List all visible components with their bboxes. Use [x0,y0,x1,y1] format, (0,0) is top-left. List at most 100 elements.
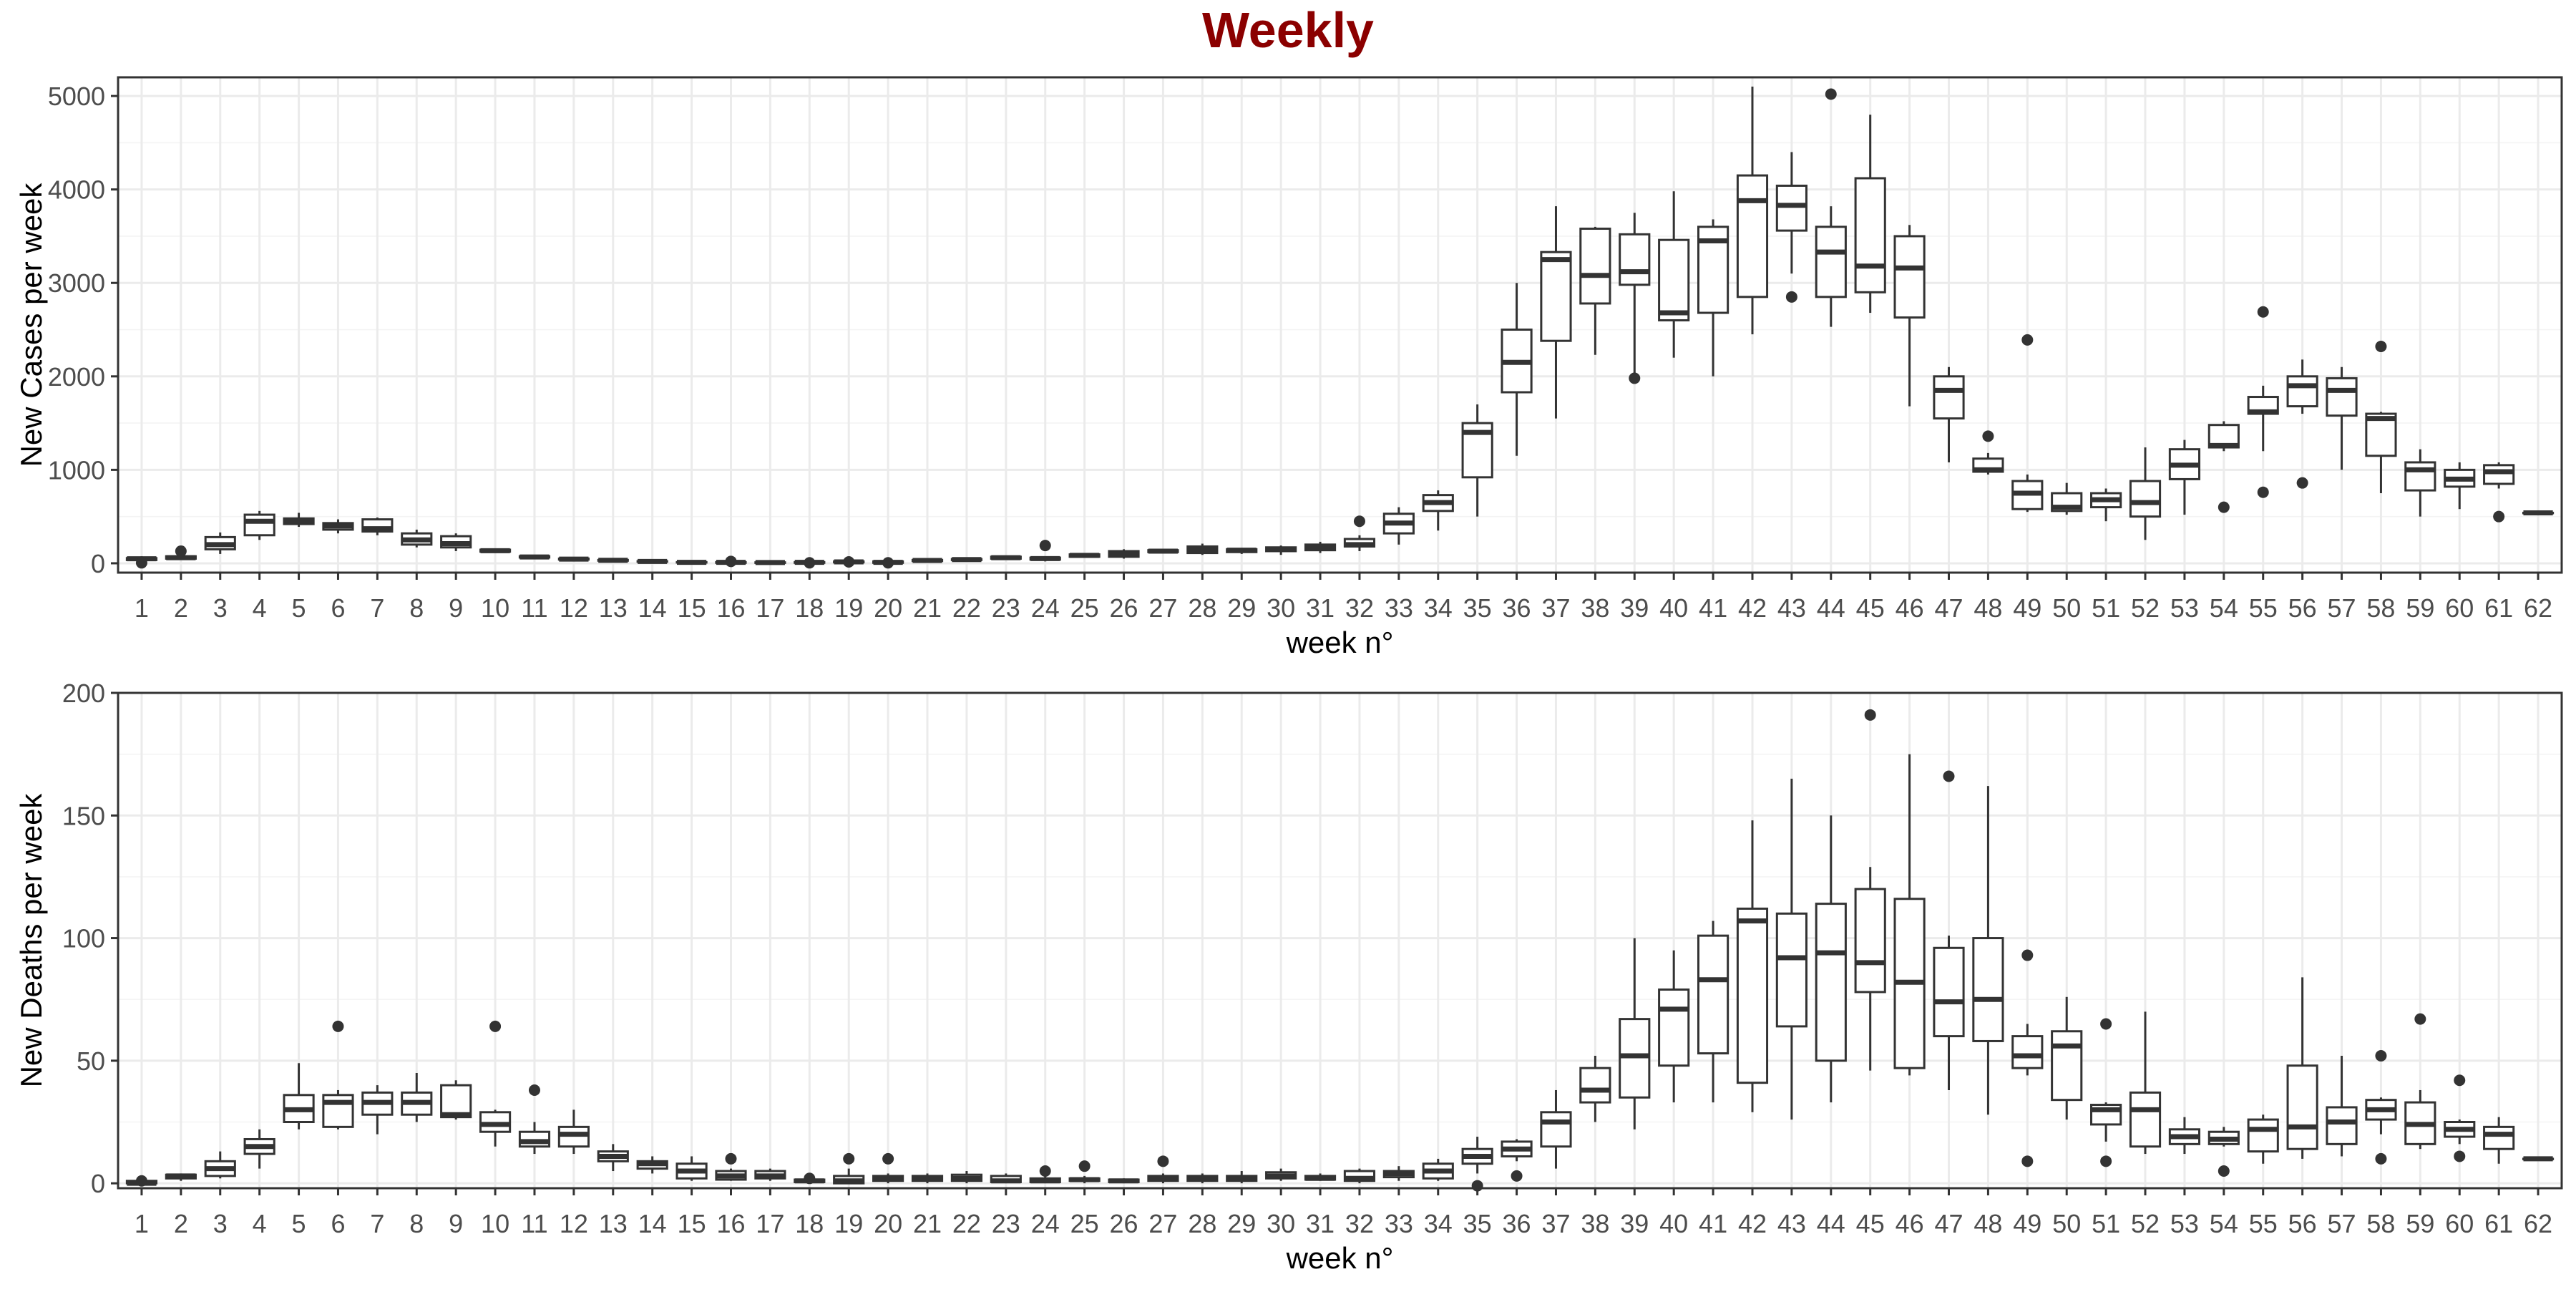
box-week-21 [911,558,944,563]
x-tick-label: 28 [1188,593,1216,623]
boxes [125,87,2555,569]
box-week-46 [1893,754,1926,1076]
x-tick-label: 4 [253,1209,267,1238]
box-week-25 [1068,1160,1101,1184]
box-week-61 [2483,1117,2515,1164]
x-tick-label: 51 [2092,1209,2120,1238]
box-week-57 [2326,1056,2358,1157]
outlier-point [528,1084,540,1096]
x-tick-label: 6 [331,593,345,623]
box-week-45 [1854,115,1886,314]
x-tick-label: 55 [2249,1209,2278,1238]
box-week-27 [1147,548,1179,554]
x-tick-label: 32 [1345,593,1374,623]
box-week-33 [1382,1166,1415,1181]
box-iqr [1854,177,1886,293]
x-tick-label: 37 [1541,1209,1570,1238]
box-week-61 [2483,462,2515,523]
x-tick-label: 19 [834,593,863,623]
box-iqr [2483,1125,2515,1150]
x-tick-label: 17 [756,1209,784,1238]
box-week-14 [636,1156,668,1174]
x-axis: 1 2 3 4 5 6 7 8 9 10 11 12 13 14 15 16 17 18 19 20 21 22 23 24 2… [135,1188,2552,1238]
box-iqr [1933,375,1965,420]
box-week-34 [1422,1158,1454,1181]
box-week-11 [518,1084,551,1155]
box-iqr [1775,912,1807,1028]
x-tick-label: 18 [795,1209,824,1238]
box-iqr [2326,1106,2358,1145]
box-week-32 [1343,1168,1376,1184]
x-tick-label: 24 [1031,1209,1060,1238]
x-tick-label: 44 [1817,593,1845,623]
box-week-58 [2365,341,2397,494]
box-week-49 [2011,949,2044,1167]
x-tick-label: 53 [2170,593,2199,623]
x-tick-label: 16 [716,1209,745,1238]
box-week-36 [1501,283,1533,456]
x-tick-label: 58 [2366,593,2395,623]
x-tick-label: 29 [1227,593,1256,623]
x-tick-label: 11 [521,1209,547,1238]
x-tick-label: 51 [2092,593,2120,623]
x-tick-label: 34 [1424,593,1453,623]
box-week-62 [2522,1156,2555,1162]
x-tick-label: 23 [992,593,1020,623]
x-tick-label: 3 [213,593,228,623]
x-tick-label: 40 [1659,1209,1688,1238]
box-week-59 [2404,1013,2436,1150]
x-tick-label: 14 [638,593,667,623]
box-week-26 [1108,1178,1140,1184]
box-week-4 [243,1129,275,1169]
y-axis-title: New Cases per week [14,183,48,467]
box-iqr [2129,480,2162,518]
box-week-38 [1579,1056,1611,1122]
panel-border [117,76,2563,574]
x-tick-label: 8 [409,1209,424,1238]
y-tick-label: 4000 [48,175,105,205]
y-tick-label: 50 [77,1046,105,1076]
outlier-point [2454,1150,2466,1162]
outlier-point [882,557,894,569]
x-tick-label: 28 [1188,1209,1216,1238]
outlier-point [2100,1155,2112,1167]
outlier-point [2218,501,2230,513]
x-tick-label: 13 [599,593,628,623]
x-tick-label: 52 [2131,593,2160,623]
x-tick-label: 54 [2210,1209,2238,1238]
x-tick-label: 1 [135,1209,149,1238]
box-week-7 [361,517,394,535]
box-week-53 [2168,439,2201,515]
x-tick-label: 53 [2170,1209,2199,1238]
outlier-point [2493,510,2505,523]
box-week-7 [361,1085,394,1135]
x-tick-label: 7 [370,1209,384,1238]
outlier-point [2296,477,2308,489]
outlier-point [2257,486,2269,498]
box-week-44 [1815,88,1847,327]
x-tick-label: 2 [174,593,188,623]
outlier-point [2375,341,2387,353]
x-tick-label: 48 [1974,593,2002,623]
box-week-50 [2051,996,2083,1120]
x-tick-label: 22 [952,593,981,623]
x-tick-label: 39 [1620,1209,1649,1238]
x-tick-label: 33 [1385,593,1413,623]
x-tick-label: 31 [1306,593,1335,623]
box-week-10 [479,1020,512,1147]
box-week-13 [597,558,629,563]
box-week-60 [2444,1074,2476,1162]
box-week-29 [1226,1171,1258,1184]
box-week-34 [1422,490,1454,531]
box-week-16 [715,555,747,568]
box-week-22 [950,557,983,563]
box-week-2 [165,545,197,560]
box-week-47 [1933,366,1965,462]
box-week-29 [1226,548,1258,554]
box-iqr [1972,937,2004,1042]
y-tick-label: 0 [91,549,105,578]
outlier-point [1982,430,1994,442]
outlier-point [1353,515,1365,528]
